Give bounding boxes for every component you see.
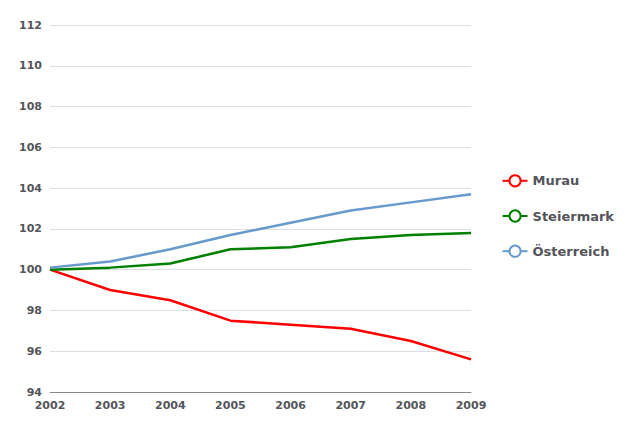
- svg-text:Murau: Murau: [533, 173, 580, 188]
- svg-text:96: 96: [27, 345, 43, 358]
- svg-text:2002: 2002: [35, 399, 66, 412]
- svg-text:112: 112: [19, 19, 42, 32]
- svg-text:98: 98: [27, 304, 42, 317]
- svg-text:Österreich: Österreich: [533, 244, 610, 259]
- svg-text:Steiermark: Steiermark: [533, 209, 615, 224]
- svg-text:2008: 2008: [396, 399, 427, 412]
- svg-text:94: 94: [27, 386, 43, 399]
- svg-text:2006: 2006: [275, 399, 306, 412]
- svg-text:108: 108: [19, 100, 42, 113]
- svg-text:110: 110: [19, 59, 42, 72]
- svg-text:102: 102: [19, 222, 42, 235]
- svg-text:2004: 2004: [155, 399, 186, 412]
- svg-text:2005: 2005: [215, 399, 246, 412]
- svg-text:100: 100: [19, 263, 42, 276]
- svg-text:2007: 2007: [335, 399, 366, 412]
- svg-text:104: 104: [19, 182, 42, 195]
- svg-text:2003: 2003: [95, 399, 126, 412]
- svg-text:106: 106: [19, 141, 42, 154]
- svg-text:2009: 2009: [456, 399, 487, 412]
